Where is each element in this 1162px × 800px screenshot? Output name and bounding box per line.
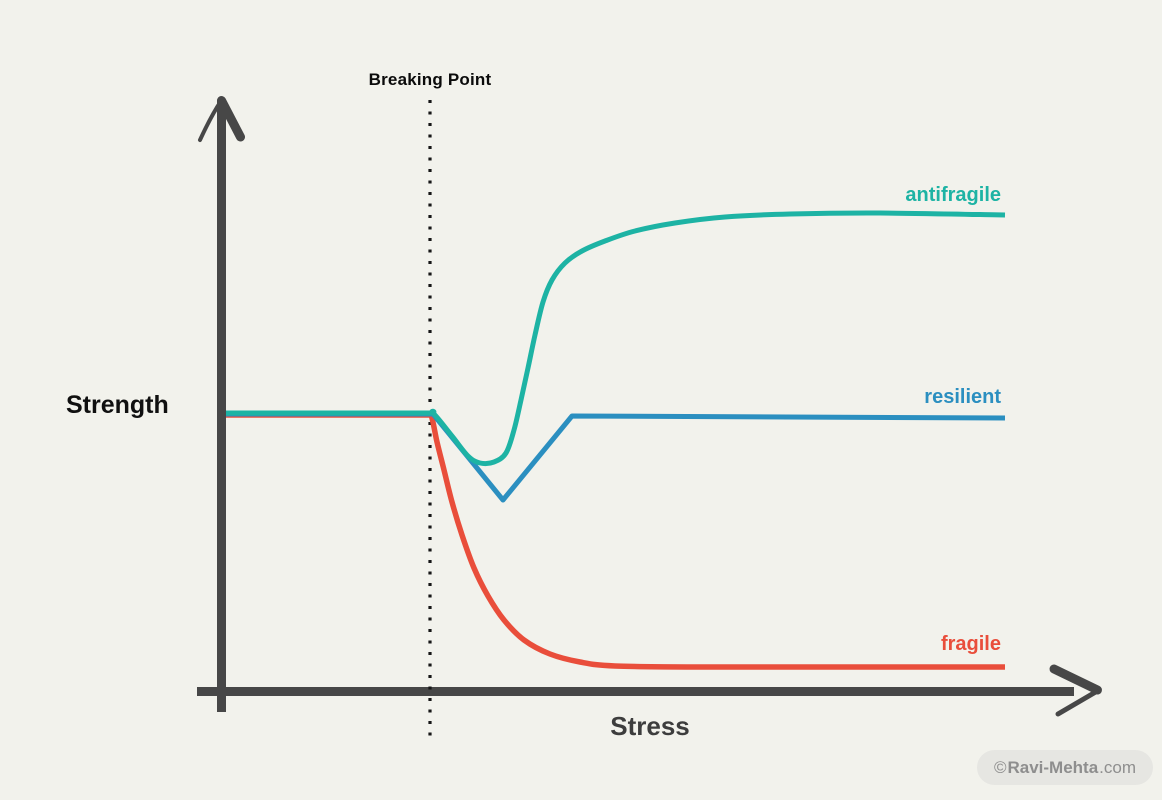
y-axis-label: Strength xyxy=(66,391,169,419)
watermark-copyright: © xyxy=(993,758,1007,777)
watermark-name: Ravi-Mehta xyxy=(1007,758,1099,777)
y-axis-arrow-icon xyxy=(217,96,245,142)
antifragile-series-label: antifragile xyxy=(905,184,1001,206)
series-antifragile-curve xyxy=(225,210,1006,467)
series-group xyxy=(225,210,1006,670)
x-axis-arrow-icon xyxy=(1055,689,1099,717)
fragile-series-label: fragile xyxy=(940,633,1001,655)
x-axis-arrow-icon xyxy=(1049,664,1102,695)
series-fragile-curve xyxy=(226,410,1005,670)
axes xyxy=(197,96,1102,717)
watermark-badge: © Ravi-Mehta .com xyxy=(976,750,1153,785)
x-axis-label: Stress xyxy=(610,711,690,741)
series-resilient-curve xyxy=(226,411,1006,503)
breaking-point-label: Breaking Point xyxy=(368,70,492,89)
watermark-suffix: .com xyxy=(1099,758,1136,777)
resilient-series-label: resilient xyxy=(924,386,1001,408)
